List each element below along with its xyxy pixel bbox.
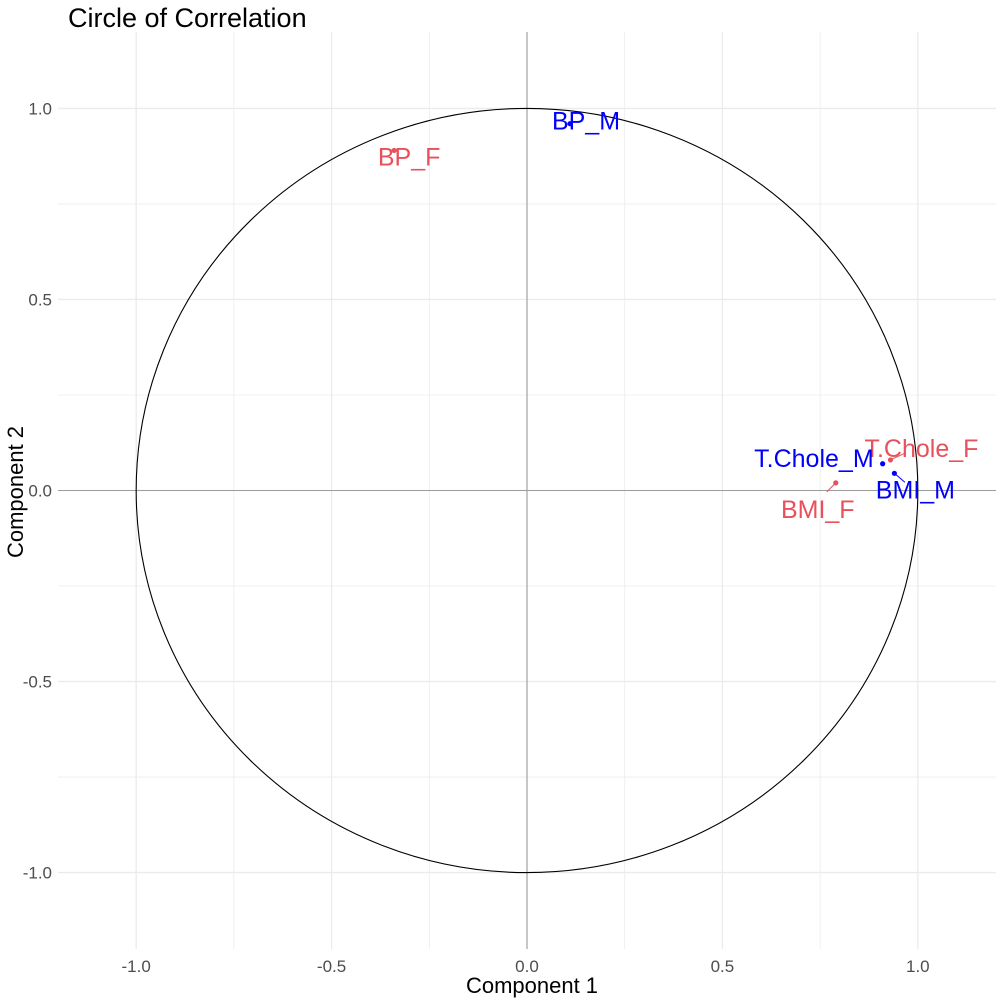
label-t-chole-f: T.Chole_F xyxy=(864,435,978,463)
chart-title: Circle of Correlation xyxy=(68,3,307,33)
leader-bmi-f xyxy=(826,482,837,493)
points-layer xyxy=(391,121,897,486)
x-tick-label: 0.5 xyxy=(711,957,735,976)
reference-circle-layer xyxy=(135,107,919,874)
label-bmi-m: BMI_M xyxy=(876,476,955,504)
y-tick-label: -1.0 xyxy=(23,864,52,883)
y-tick-label: 1.0 xyxy=(28,99,52,118)
label-t-chole-m: T.Chole_M xyxy=(754,445,874,473)
x-tick-label: -0.5 xyxy=(317,957,346,976)
y-axis-title: Component 2 xyxy=(3,426,28,558)
label-bmi-f: BMI_F xyxy=(781,496,855,524)
leader-t-chole-f xyxy=(890,452,907,461)
label-bp-f: BP_F xyxy=(378,143,441,171)
y-tick-label: 0.0 xyxy=(28,482,52,501)
unit-circle xyxy=(135,107,919,874)
x-axis-title: Component 1 xyxy=(466,973,598,998)
point-bp-f xyxy=(391,147,397,154)
label-bp-m: BP_M xyxy=(552,108,620,136)
point-t-chole-m xyxy=(880,461,886,467)
y-tick-label: -0.5 xyxy=(23,673,52,692)
x-tick-label: 1.0 xyxy=(906,957,930,976)
x-tick-label: -1.0 xyxy=(122,957,151,976)
x-tick-label: 0.0 xyxy=(515,957,539,976)
tick-labels-layer: -1.0 -0.5 0.0 0.5 1.0 -1.0 -0.5 0.0 0.5 1.0 xyxy=(23,99,930,976)
point-bp-m xyxy=(567,121,573,127)
leader-bmi-m xyxy=(894,472,906,483)
y-tick-label: 0.5 xyxy=(28,290,52,309)
zero-lines xyxy=(58,32,996,949)
